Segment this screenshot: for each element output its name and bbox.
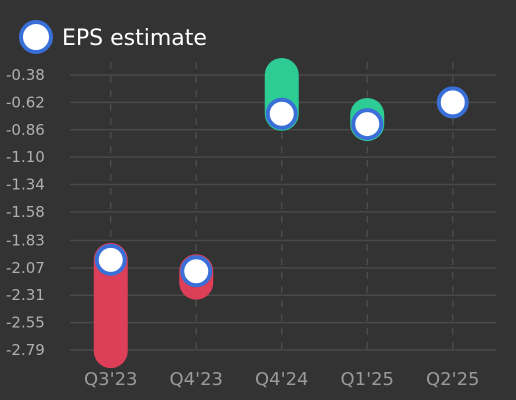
y-tick-label: -0.86 (6, 121, 45, 139)
estimate-dot (265, 97, 298, 130)
x-tick-label: Q4'23 (170, 369, 223, 390)
estimate-dot (180, 255, 213, 288)
estimate-dot (94, 243, 127, 276)
y-tick-label: -2.55 (6, 314, 45, 332)
range-bars (93, 58, 385, 369)
range-bar (93, 242, 128, 369)
x-tick-label: Q1'25 (341, 369, 394, 390)
estimate-dots (94, 86, 469, 288)
x-axis-ticks: Q3'23 Q4'23 Q4'24 Q1'25 Q2'25 (84, 369, 479, 390)
gridlines (70, 62, 496, 351)
x-tick-label: Q4'24 (255, 369, 308, 390)
legend-marker (19, 20, 53, 54)
legend-label: EPS estimate (62, 26, 207, 51)
legend: EPS estimate (19, 20, 207, 54)
y-tick-label: -0.38 (6, 66, 45, 84)
estimate-dot (436, 86, 469, 119)
y-tick-label: -1.34 (6, 176, 45, 194)
estimate-dot (351, 108, 384, 141)
y-tick-label: -1.83 (6, 231, 45, 249)
y-tick-label: -2.31 (6, 286, 45, 304)
y-axis-ticks: -0.38 -0.62 -0.86 -1.10 -1.34 -1.58 -1.83 -2.07… (6, 66, 45, 359)
x-tick-label: Q2'25 (426, 369, 479, 390)
y-tick-label: -1.58 (6, 203, 45, 221)
y-tick-label: -2.79 (6, 341, 45, 359)
y-tick-label: -1.10 (6, 148, 45, 166)
y-tick-label: -2.07 (6, 259, 45, 277)
y-tick-label: -0.62 (6, 93, 45, 111)
x-tick-label: Q3'23 (84, 369, 137, 390)
